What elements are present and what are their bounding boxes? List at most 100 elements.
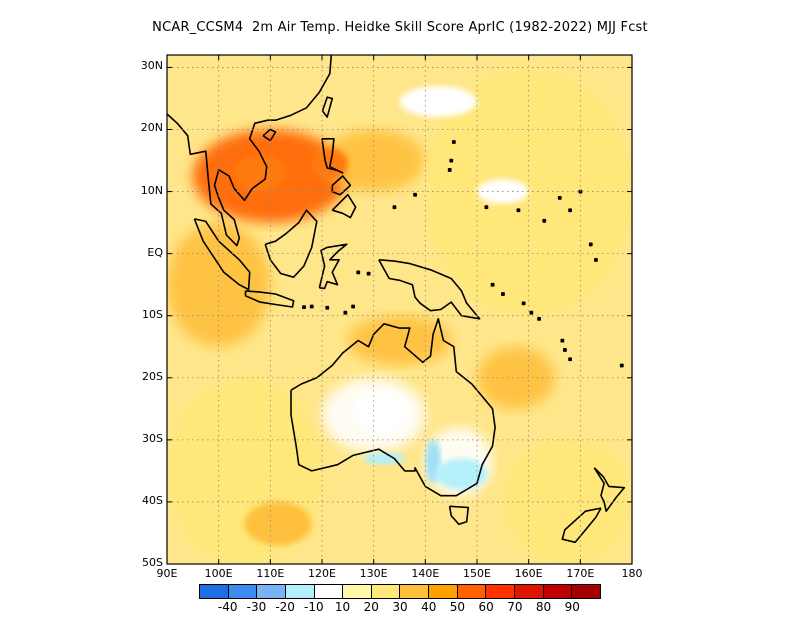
island-9 — [521, 301, 526, 306]
colorbar-label: 10 — [334, 600, 351, 614]
lat-tick-label: 20S — [142, 369, 163, 383]
island-0 — [356, 270, 361, 275]
colorbar-swatch — [371, 585, 401, 598]
coast-tasmania — [448, 505, 470, 526]
colorbar-label: 60 — [478, 600, 494, 614]
lat-tick-label: 50S — [142, 556, 163, 569]
texture-patch-4 — [353, 390, 410, 434]
texture-patch-3 — [435, 458, 488, 490]
lon-tick-label: 180 — [621, 567, 643, 580]
colorbar-label: -40 — [217, 600, 238, 614]
map-title: NCAR_CCSM4 2m Air Temp. Heidke Skill Sco… — [152, 20, 648, 35]
lat-tick-label: 10S — [142, 307, 163, 321]
colorbar-label: 30 — [392, 600, 408, 614]
skill-region-4 — [347, 315, 452, 366]
lon-tick-label: 130E — [359, 567, 388, 580]
island-18 — [557, 195, 562, 200]
plot-frame — [166, 54, 633, 565]
colorbar-label: 20 — [363, 600, 379, 614]
colorbar-label: 90 — [564, 600, 580, 614]
coast-new-zealand-south — [561, 507, 602, 544]
island-26 — [516, 208, 521, 213]
lat-tick-label: 10N — [140, 183, 163, 197]
coast-sumatra — [193, 218, 251, 291]
lon-tick-label: 110E — [256, 567, 285, 580]
colorbar-swatch — [343, 585, 372, 598]
island-3 — [325, 305, 330, 310]
lat-tick-label: EQ — [147, 245, 163, 259]
colorbar-label: 80 — [535, 600, 552, 614]
island-11 — [537, 317, 542, 321]
lat-tick-label: 20N — [140, 121, 163, 135]
island-5 — [309, 304, 314, 309]
island-13 — [560, 338, 565, 343]
island-14 — [568, 357, 573, 362]
colorbar-label: 70 — [507, 600, 523, 614]
colorbar-swatch — [572, 585, 600, 598]
island-1 — [366, 271, 371, 276]
coast-sulawesi — [318, 243, 348, 290]
lon-tick-label: 170E — [566, 567, 595, 580]
island-27 — [542, 218, 547, 223]
island-6 — [302, 305, 306, 310]
colorbar-swatch — [515, 585, 544, 598]
island-12 — [563, 348, 567, 352]
island-21 — [392, 205, 397, 210]
coast-taiwan — [321, 96, 334, 118]
island-22 — [413, 192, 418, 197]
colorbar-label: -30 — [246, 600, 267, 614]
island-2 — [351, 304, 356, 309]
lon-tick-label: 120E — [308, 567, 336, 580]
island-15 — [619, 363, 624, 368]
coast-new-zealand-north — [593, 467, 626, 513]
colorbar-swatch — [457, 585, 487, 598]
lat-tick-label: 30S — [142, 431, 163, 445]
lon-tick-label: 90E — [156, 567, 178, 580]
island-7 — [490, 282, 495, 287]
colorbar-swatch — [486, 585, 516, 598]
colorbar — [199, 584, 601, 599]
coast-hainan — [262, 128, 277, 142]
colorbar-swatch — [228, 585, 258, 598]
colorbar-label: 40 — [421, 600, 437, 614]
coastlines — [167, 55, 626, 544]
island-8 — [501, 292, 505, 296]
island-25 — [447, 168, 452, 172]
island-17 — [594, 258, 598, 262]
coast-mindanao — [331, 193, 357, 219]
texture-patch-6 — [399, 86, 477, 118]
coast-java — [244, 290, 295, 308]
coast-australia — [290, 317, 496, 497]
texture-patch-1 — [234, 154, 286, 192]
island-19 — [568, 208, 573, 213]
island-23 — [449, 158, 454, 163]
colorbar-swatch — [429, 585, 458, 598]
lon-tick-label: 160E — [514, 567, 543, 580]
coast-new-guinea — [378, 259, 481, 320]
colorbar-label: -10 — [304, 600, 324, 614]
texture-patch-7 — [244, 501, 312, 546]
coast-mainland-asia — [167, 55, 333, 247]
lon-tick-label: 150E — [463, 567, 491, 580]
lat-tick-label: 40S — [142, 493, 163, 507]
colorbar-label: -20 — [275, 600, 295, 614]
axis-ticks — [166, 55, 633, 565]
colorbar-swatch — [285, 585, 315, 598]
island-4 — [343, 310, 348, 315]
coast-borneo — [264, 209, 318, 279]
coast-visayas — [331, 175, 352, 196]
colorbar-swatch — [543, 585, 573, 598]
colorbar-swatch — [314, 585, 344, 598]
colorbar-swatch — [400, 585, 430, 598]
island-10 — [529, 310, 534, 315]
lat-tick-label: 30N — [140, 59, 163, 73]
island-24 — [451, 140, 456, 144]
colorbar-label: 50 — [449, 600, 466, 614]
coast-luzon — [321, 138, 344, 174]
island-16 — [588, 242, 593, 247]
skill-region-7 — [477, 346, 555, 409]
island-28 — [484, 205, 489, 210]
colorbar-swatch — [257, 585, 286, 598]
lon-tick-label: 100E — [204, 567, 233, 580]
